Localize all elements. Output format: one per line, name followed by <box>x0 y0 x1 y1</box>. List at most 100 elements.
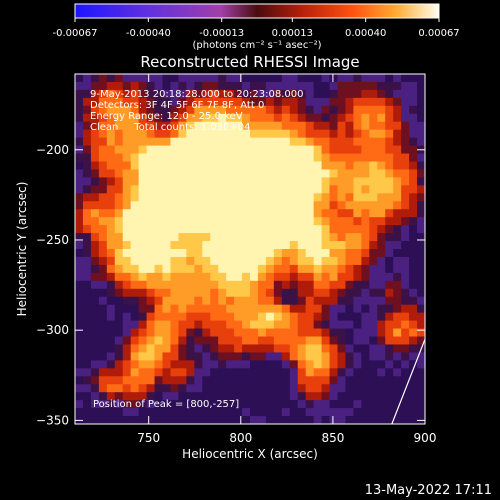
heatmap-cell <box>98 161 108 171</box>
heatmap-cell <box>393 320 402 330</box>
heatmap-cell <box>313 400 323 409</box>
heatmap-cell <box>393 272 402 282</box>
heatmap-cell <box>170 121 180 131</box>
heatmap-cell <box>146 81 156 91</box>
heatmap-cell <box>82 233 92 242</box>
heatmap-cell <box>162 209 172 218</box>
heatmap-cell <box>218 368 227 377</box>
heatmap-cell <box>114 400 124 409</box>
heatmap-cell <box>321 89 331 99</box>
heatmap-cell <box>170 400 180 409</box>
heatmap-cell <box>353 113 362 123</box>
heatmap-cell <box>361 161 370 171</box>
heatmap-cell <box>114 169 124 179</box>
heatmap-cell <box>210 249 219 258</box>
heatmap-cell <box>138 161 148 171</box>
heatmap-cell <box>377 193 386 202</box>
heatmap-cell <box>210 312 219 322</box>
heatmap-cell <box>265 312 275 322</box>
heatmap-cell <box>289 368 299 377</box>
heatmap-cell <box>114 89 124 99</box>
heatmap-cell <box>154 312 164 322</box>
heatmap-cell <box>273 225 283 234</box>
heatmap-cell <box>257 336 267 346</box>
heatmap-cell <box>242 233 251 242</box>
heatmap-cell <box>250 241 259 250</box>
heatmap-cell <box>257 304 267 314</box>
heatmap-cell <box>265 416 275 424</box>
heatmap-cell <box>218 400 227 409</box>
heatmap-cell <box>313 344 323 354</box>
heatmap-cell <box>265 233 275 242</box>
heatmap-cell <box>202 368 211 377</box>
heatmap-cell <box>226 177 235 186</box>
heatmap-cell <box>186 344 195 354</box>
heatmap-cell <box>257 105 267 115</box>
heatmap-cell <box>417 384 425 393</box>
heatmap-cell <box>234 416 243 424</box>
heatmap-cell <box>130 89 140 99</box>
heatmap-cell <box>178 360 187 369</box>
heatmap-cell <box>98 97 108 107</box>
heatmap-cell <box>194 288 203 298</box>
solar-limb <box>391 338 425 424</box>
heatmap-cell <box>297 153 307 163</box>
heatmap-cell <box>345 193 355 202</box>
heatmap-cell <box>337 137 347 147</box>
heatmap-cell <box>202 264 211 274</box>
heatmap-cell <box>361 113 370 123</box>
heatmap-cell <box>321 81 331 91</box>
heatmap-cell <box>297 304 307 314</box>
heatmap-cell <box>393 113 402 123</box>
heatmap-cell <box>122 296 132 306</box>
heatmap-cell <box>329 304 339 314</box>
heatmap-cell <box>162 400 172 409</box>
heatmap-cell <box>417 121 425 131</box>
heatmap-cell <box>130 153 140 163</box>
heatmap-cell <box>361 264 370 274</box>
heatmap-cell <box>281 161 291 171</box>
heatmap-cell <box>170 74 180 83</box>
heatmap-cell <box>162 368 172 377</box>
heatmap-cell <box>162 336 172 346</box>
heatmap-cell <box>305 320 315 330</box>
heatmap-cell <box>138 193 148 202</box>
heatmap-cell <box>265 376 275 385</box>
heatmap-cell <box>369 249 378 258</box>
heatmap-cell <box>75 304 84 314</box>
heatmap-cell <box>281 312 291 322</box>
heatmap-cell <box>401 81 410 91</box>
heatmap-cell <box>273 169 283 179</box>
heatmap-cell <box>369 304 378 314</box>
heatmap-cell <box>353 304 362 314</box>
heatmap-cell <box>313 288 323 298</box>
heatmap-cell <box>417 113 425 123</box>
heatmap-cell <box>337 74 347 83</box>
heatmap-cell <box>234 185 243 194</box>
heatmap-cell <box>265 105 275 115</box>
heatmap-cell <box>90 280 100 290</box>
heatmap-cell <box>106 304 116 314</box>
heatmap-cell <box>226 344 235 354</box>
heatmap-cell <box>409 97 418 107</box>
heatmap-cell <box>90 74 100 83</box>
annotation-clean-counts: Clean Total counts: 1.03E+04 <box>90 122 250 133</box>
heatmap-cell <box>234 264 243 274</box>
heatmap-cell <box>114 145 124 155</box>
heatmap-cell <box>329 384 339 393</box>
heatmap-cell <box>98 81 108 91</box>
heatmap-cell <box>82 129 92 139</box>
heatmap-cell <box>401 296 410 306</box>
heatmap-cell <box>130 280 140 290</box>
heatmap-cell <box>202 89 211 99</box>
heatmap-cell <box>377 145 386 155</box>
heatmap-cell <box>265 344 275 354</box>
heatmap-cell <box>345 89 355 99</box>
heatmap-cell <box>297 384 307 393</box>
heatmap-cell <box>186 169 195 179</box>
colorbar: -0.00067 -0.00040 -0.00013 0.00013 0.00040 0.… <box>53 3 460 51</box>
heatmap-cell <box>186 384 195 393</box>
heatmap-cell <box>273 209 283 218</box>
heatmap-cell <box>250 89 259 99</box>
heatmap-cell <box>210 169 219 179</box>
